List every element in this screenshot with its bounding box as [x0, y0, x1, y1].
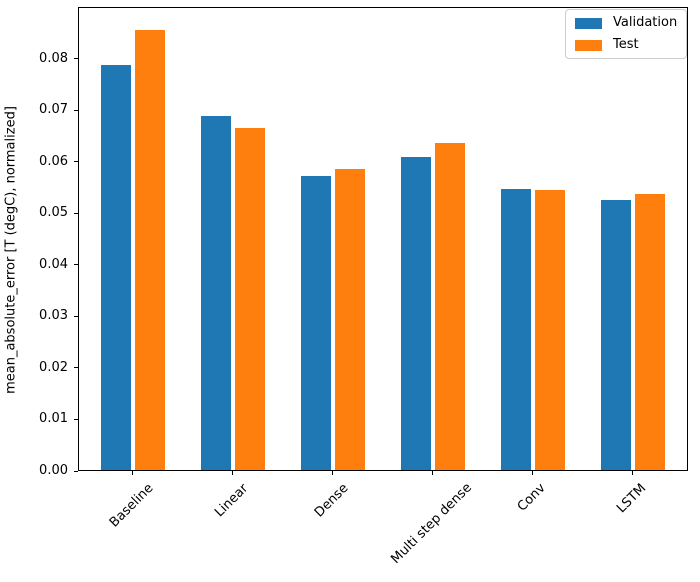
- y-tick-label: 0.06: [39, 154, 68, 169]
- x-tick-mark: [132, 471, 133, 475]
- y-tick-label: 0.01: [39, 411, 68, 426]
- y-tick-label: 0.00: [39, 463, 68, 478]
- y-tick-label: 0.04: [39, 257, 68, 272]
- y-tick-mark: [74, 264, 78, 265]
- y-tick-mark: [74, 316, 78, 317]
- legend-swatch-validation-icon: [575, 17, 602, 29]
- legend-item-test: Test: [575, 37, 677, 53]
- x-tick-mark: [432, 471, 433, 475]
- x-tick-label-baseline: Baseline: [106, 480, 156, 531]
- y-tick-mark: [74, 161, 78, 162]
- x-tick-mark: [332, 471, 333, 475]
- legend-label-test: Test: [613, 37, 639, 52]
- x-tick-label-dense: Dense: [311, 480, 352, 521]
- y-tick-label: 0.07: [39, 102, 68, 117]
- legend-label-validation: Validation: [613, 15, 678, 30]
- bar-validation-multi-step-dense: [400, 157, 431, 470]
- bar-validation-linear: [200, 116, 231, 470]
- x-tick-label-multi-step-dense: Multi step dense: [388, 480, 475, 568]
- bar-test-baseline: [134, 30, 165, 470]
- y-tick-mark: [74, 213, 78, 214]
- x-tick-label-conv: Conv: [514, 480, 549, 515]
- y-tick-label: 0.08: [39, 51, 68, 66]
- bar-validation-baseline: [100, 64, 131, 470]
- x-tick-label-linear: Linear: [211, 480, 251, 521]
- bar-test-multi-step-dense: [434, 142, 465, 470]
- y-tick-label: 0.02: [39, 360, 68, 375]
- y-tick-mark: [74, 367, 78, 368]
- bar-validation-conv: [500, 188, 531, 470]
- y-tick-label: 0.03: [39, 308, 68, 323]
- y-tick-mark: [74, 471, 78, 472]
- x-tick-mark: [632, 471, 633, 475]
- y-tick-label: 0.05: [39, 205, 68, 220]
- bar-test-dense: [334, 168, 365, 470]
- y-tick-mark: [74, 419, 78, 420]
- y-tick-mark: [74, 110, 78, 111]
- y-tick-mark: [74, 58, 78, 59]
- legend-item-validation: Validation: [575, 15, 677, 31]
- x-tick-mark: [532, 471, 533, 475]
- bar-validation-dense: [300, 176, 331, 470]
- x-tick-mark: [232, 471, 233, 475]
- bar-test-linear: [234, 128, 265, 470]
- bar-validation-lstm: [601, 199, 631, 470]
- bar-test-conv: [534, 189, 565, 470]
- plot-area: [78, 7, 688, 471]
- y-axis-label: mean_absolute_error [T (degC), normalize…: [3, 106, 19, 394]
- bar-test-lstm: [635, 194, 665, 470]
- x-tick-label-lstm: LSTM: [614, 481, 650, 517]
- legend: Validation Test: [565, 9, 688, 59]
- bars-layer: [79, 8, 687, 470]
- legend-swatch-test-icon: [575, 39, 602, 51]
